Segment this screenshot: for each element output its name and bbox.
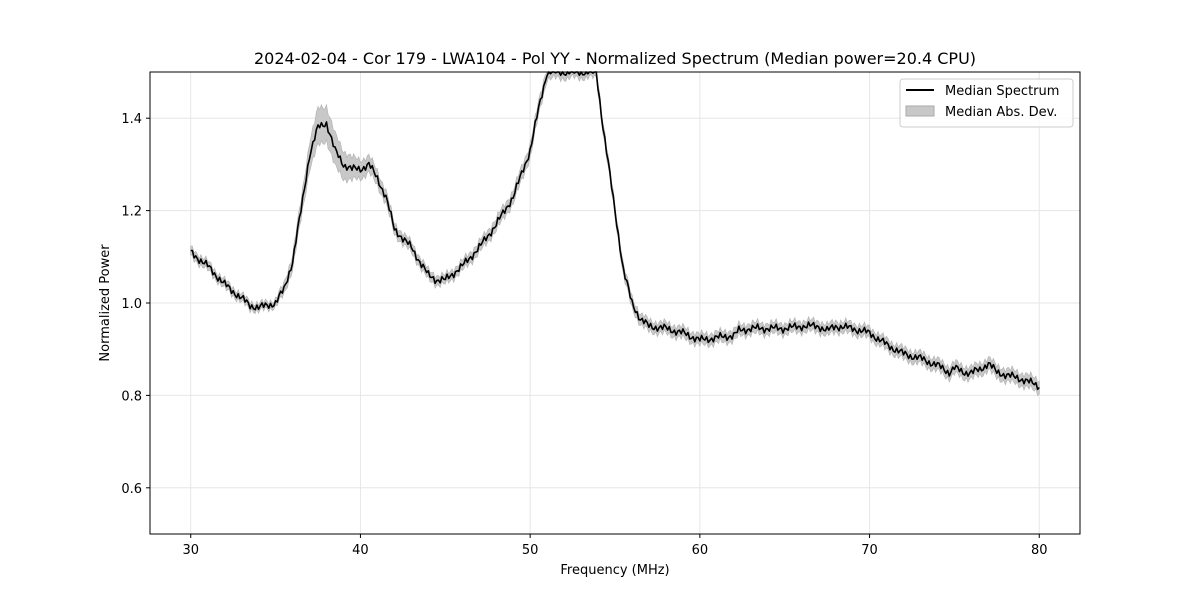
y-tick-label: 0.8	[121, 389, 142, 404]
y-tick-label: 1.2	[121, 205, 142, 220]
legend-box	[899, 78, 1074, 128]
y-tick-label: 0.6	[121, 482, 142, 497]
x-tick-label: 70	[861, 543, 878, 558]
mad-band-layer	[190, 71, 1040, 397]
mad-band	[190, 71, 1040, 397]
legend: Median Spectrum Median Abs. Dev.	[899, 78, 1074, 128]
x-axis-ticks: 30 40 50 60 70 80	[182, 534, 1048, 558]
legend-band-swatch	[905, 105, 935, 117]
y-tick-label: 1.4	[121, 112, 142, 127]
y-axis-label: Normalized Power	[98, 244, 113, 362]
y-axis-ticks: 0.6 0.8 1.0 1.2 1.4	[121, 112, 150, 497]
legend-label-median-spectrum: Median Spectrum	[945, 84, 1059, 99]
y-tick-label: 1.0	[121, 297, 142, 312]
x-tick-label: 80	[1031, 543, 1048, 558]
x-tick-label: 50	[522, 543, 539, 558]
median-spectrum-line	[190, 71, 1040, 391]
x-tick-label: 40	[352, 543, 369, 558]
chart-title: 2024-02-04 - Cor 179 - LWA104 - Pol YY -…	[254, 49, 976, 68]
x-axis-label: Frequency (MHz)	[560, 563, 669, 578]
x-tick-label: 30	[182, 543, 199, 558]
x-tick-label: 60	[692, 543, 709, 558]
legend-label-median-abs-dev: Median Abs. Dev.	[945, 105, 1057, 120]
median-line-layer	[190, 71, 1040, 391]
